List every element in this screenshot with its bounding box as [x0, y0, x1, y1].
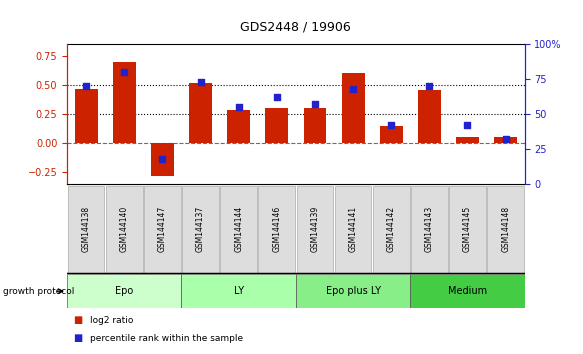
Point [424, 84, 434, 89]
Bar [113, 62, 136, 143]
Bar [182, 186, 219, 273]
Bar [189, 83, 212, 143]
Bar [373, 186, 409, 273]
Text: GSM144146: GSM144146 [272, 206, 282, 252]
Bar [418, 90, 441, 143]
Text: GSM144137: GSM144137 [196, 206, 205, 252]
Text: log2 ratio: log2 ratio [90, 316, 134, 325]
Point [82, 84, 91, 89]
Text: GSM144148: GSM144148 [501, 206, 510, 252]
Bar [227, 109, 250, 143]
Text: ■: ■ [73, 315, 82, 325]
Text: GSM144142: GSM144142 [387, 206, 396, 252]
Bar [297, 186, 333, 273]
Bar [181, 274, 296, 308]
Text: LY: LY [234, 286, 244, 296]
Text: GSM144144: GSM144144 [234, 206, 243, 252]
Text: GSM144145: GSM144145 [463, 206, 472, 252]
Text: Epo: Epo [115, 286, 134, 296]
Text: growth protocol: growth protocol [3, 287, 74, 296]
Bar [67, 274, 181, 308]
Text: GSM144138: GSM144138 [82, 206, 90, 252]
Bar [411, 186, 448, 273]
Bar [258, 186, 295, 273]
Bar [75, 88, 97, 143]
Bar [151, 143, 174, 176]
Text: GSM144141: GSM144141 [349, 206, 357, 252]
Bar [410, 274, 525, 308]
Bar [296, 274, 410, 308]
Text: percentile rank within the sample: percentile rank within the sample [90, 333, 244, 343]
Text: Medium: Medium [448, 286, 487, 296]
Bar [494, 137, 517, 143]
Bar [487, 186, 524, 273]
Text: GSM144140: GSM144140 [120, 206, 129, 252]
Point [196, 79, 205, 85]
Point [463, 122, 472, 128]
Bar [304, 108, 326, 143]
Text: GSM144139: GSM144139 [310, 206, 319, 252]
Point [158, 156, 167, 162]
Bar [335, 186, 371, 273]
Bar [144, 186, 181, 273]
Point [272, 95, 282, 100]
Bar [220, 186, 257, 273]
Bar [342, 73, 364, 143]
Text: GSM144143: GSM144143 [425, 206, 434, 252]
Bar [68, 186, 104, 273]
Bar [456, 137, 479, 143]
Point [349, 86, 358, 92]
Bar [380, 126, 403, 143]
Text: GSM144147: GSM144147 [158, 206, 167, 252]
Point [234, 104, 243, 110]
Text: Epo plus LY: Epo plus LY [325, 286, 381, 296]
Point [310, 102, 319, 107]
Point [120, 69, 129, 75]
Bar [265, 108, 288, 143]
Text: GDS2448 / 19906: GDS2448 / 19906 [241, 21, 351, 34]
Bar [449, 186, 486, 273]
Bar [106, 186, 143, 273]
Point [501, 137, 510, 142]
Point [387, 122, 396, 128]
Text: ■: ■ [73, 333, 82, 343]
